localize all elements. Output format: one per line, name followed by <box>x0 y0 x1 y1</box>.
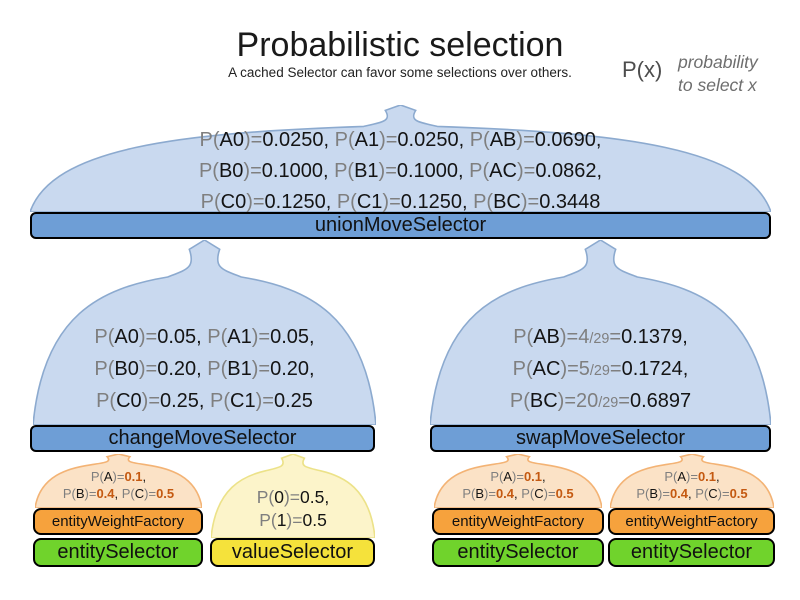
value-prob-line: P(0)=0.5, <box>256 487 330 507</box>
union-prob-line: P(A0)=0.0250, P(A1)=0.0250, P(AB)=0.0690… <box>199 129 602 151</box>
entity-weight-line: P(B)=0.4, P(C)=0.5 <box>462 486 574 501</box>
entity-weight-factory-bar: entityWeightFactory <box>432 508 604 535</box>
change-move-selector-bar: changeMoveSelector <box>30 425 375 452</box>
entity-selector-bar: entitySelector <box>608 538 775 567</box>
arrow-dome-shape <box>610 454 774 508</box>
change-prob-line: P(B0)=0.20, P(B1)=0.20, <box>94 358 315 380</box>
swap-move-selector-bar: swapMoveSelector <box>430 425 771 452</box>
swap-prob-line: P(BC)=20/29=0.6897 <box>509 390 692 412</box>
arrow-dome-shape <box>33 240 376 425</box>
value-probability-dome: P(0)=0.5, P(1)=0.5 <box>211 454 375 538</box>
entity-weight-line: P(B)=0.4, P(C)=0.5 <box>62 486 175 501</box>
change-prob-line: P(C0)=0.25, P(C1)=0.25 <box>96 390 313 412</box>
entity-weight-dome: P(A)=0.1, P(B)=0.4, P(C)=0.5 <box>610 454 774 508</box>
entity-selector-bar: entitySelector <box>432 538 604 567</box>
union-probability-dome: P(A0)=0.0250, P(A1)=0.0250, P(AB)=0.0690… <box>30 105 771 213</box>
probability-note-line-2: to select x <box>678 75 757 95</box>
page-subtitle: A cached Selector can favor some selecti… <box>228 65 572 80</box>
swap-probability-dome: P(AB)=4/29=0.1379, P(AC)=5/29=0.1724, P(… <box>430 240 771 425</box>
arrow-dome-shape <box>211 454 375 538</box>
entity-weight-line: P(B)=0.4, P(C)=0.5 <box>636 486 748 501</box>
value-selector-bar: valueSelector <box>210 538 375 567</box>
probability-note-line-1: probability <box>678 52 758 72</box>
arrow-dome-shape <box>430 240 771 425</box>
entity-weight-factory-bar: entityWeightFactory <box>33 508 203 535</box>
change-prob-line: P(A0)=0.05, P(A1)=0.05, <box>94 326 315 348</box>
entity-weight-line: P(A)=0.1, <box>664 469 720 484</box>
swap-prob-line: P(AB)=4/29=0.1379, <box>513 326 688 348</box>
entity-weight-line: P(A)=0.1, <box>90 469 147 484</box>
swap-prob-line: P(AC)=5/29=0.1724, <box>512 358 689 380</box>
value-prob-line: P(1)=0.5 <box>259 510 327 530</box>
union-move-selector-bar: unionMoveSelector <box>30 212 771 239</box>
entity-weight-dome: P(A)=0.1, P(B)=0.4, P(C)=0.5 <box>434 454 602 508</box>
union-prob-line: P(B0)=0.1000, P(B1)=0.1000, P(AC)=0.0862… <box>198 160 603 182</box>
entity-weight-line: P(A)=0.1, <box>490 469 546 484</box>
entity-weight-dome: P(A)=0.1, P(B)=0.4, P(C)=0.5 <box>35 454 202 508</box>
arrow-dome-shape <box>434 454 602 508</box>
page-title: Probabilistic selection <box>236 26 564 64</box>
entity-weight-factory-bar: entityWeightFactory <box>608 508 775 535</box>
arrow-dome-shape <box>35 454 202 508</box>
entity-selector-bar: entitySelector <box>33 538 203 567</box>
union-prob-line: P(C0)=0.1250, P(C1)=0.1250, P(BC)=0.3448 <box>200 191 601 213</box>
change-probability-dome: P(A0)=0.05, P(A1)=0.05, P(B0)=0.20, P(B1… <box>33 240 376 425</box>
arrow-dome-shape <box>30 105 771 212</box>
probability-symbol-label: P(x) <box>622 57 663 82</box>
probability-note: probability to select x <box>678 51 758 97</box>
